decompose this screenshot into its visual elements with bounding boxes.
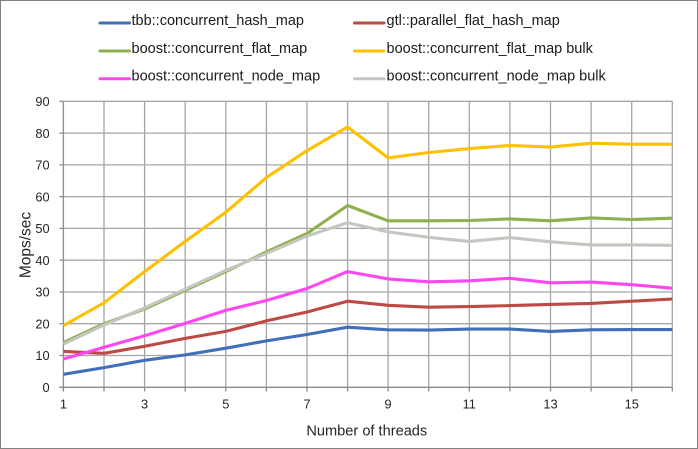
svg-text:80: 80 bbox=[35, 126, 49, 141]
svg-text:60: 60 bbox=[35, 189, 49, 204]
svg-text:gtl::parallel_flat_hash_map: gtl::parallel_flat_hash_map bbox=[387, 13, 560, 29]
svg-text:boost::concurrent_node_map: boost::concurrent_node_map bbox=[132, 69, 321, 85]
svg-text:50: 50 bbox=[35, 221, 49, 236]
svg-text:3: 3 bbox=[141, 397, 148, 412]
svg-text:30: 30 bbox=[35, 285, 49, 300]
svg-text:Mops/sec: Mops/sec bbox=[18, 212, 35, 279]
svg-text:10: 10 bbox=[35, 348, 49, 363]
svg-text:9: 9 bbox=[385, 397, 392, 412]
svg-text:boost::concurrent_flat_map bul: boost::concurrent_flat_map bulk bbox=[387, 41, 594, 57]
svg-text:5: 5 bbox=[222, 397, 229, 412]
svg-text:tbb::concurrent_hash_map: tbb::concurrent_hash_map bbox=[132, 13, 305, 29]
svg-text:40: 40 bbox=[35, 253, 49, 268]
svg-text:boost::concurrent_flat_map: boost::concurrent_flat_map bbox=[132, 41, 308, 57]
svg-text:13: 13 bbox=[543, 397, 557, 412]
svg-text:boost::concurrent_node_map bul: boost::concurrent_node_map bulk bbox=[387, 69, 607, 85]
svg-text:7: 7 bbox=[303, 397, 310, 412]
svg-text:Number of threads: Number of threads bbox=[306, 423, 427, 439]
svg-text:11: 11 bbox=[463, 397, 476, 412]
svg-text:0: 0 bbox=[42, 380, 49, 395]
svg-text:1: 1 bbox=[60, 397, 67, 412]
svg-text:15: 15 bbox=[625, 397, 639, 412]
svg-text:20: 20 bbox=[35, 316, 49, 331]
svg-text:90: 90 bbox=[35, 94, 49, 109]
svg-text:70: 70 bbox=[35, 158, 49, 173]
